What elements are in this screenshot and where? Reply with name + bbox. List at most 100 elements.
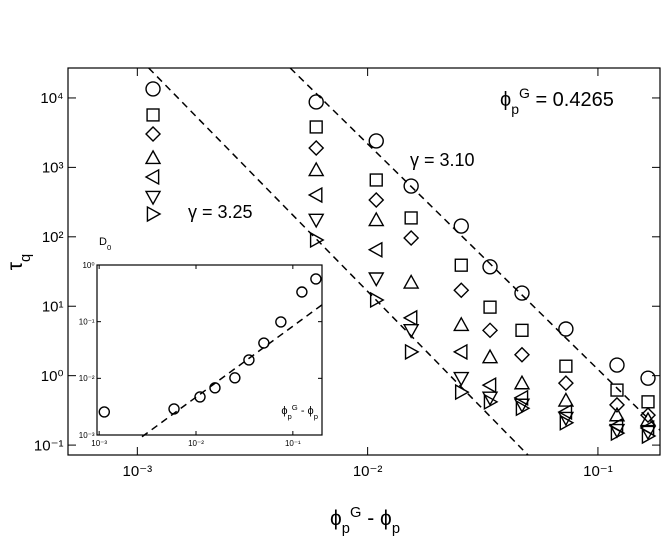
marker: [308, 140, 325, 157]
x-axis-label-part: ϕ: [281, 405, 287, 417]
annotation-part: ϕ: [500, 89, 511, 111]
marker: [243, 354, 255, 366]
marker: [640, 370, 656, 386]
marker: [483, 300, 497, 314]
marker: [559, 414, 575, 431]
marker: [482, 259, 498, 275]
y-axis-label-part: D: [99, 236, 107, 248]
y-axis-label-part: 0: [107, 243, 111, 252]
marker: [452, 343, 468, 361]
y-axis-label: D0: [99, 236, 111, 252]
x-axis-label-part: p: [288, 412, 292, 421]
marker: [402, 309, 418, 327]
y-tick-label: 10⁰: [82, 261, 94, 270]
marker: [641, 427, 657, 445]
x-tick-label: 10⁻¹: [583, 463, 613, 480]
marker: [404, 211, 418, 225]
marker: [209, 382, 221, 394]
marker: [368, 192, 385, 208]
x-axis-label-part: p: [342, 521, 350, 537]
marker: [639, 425, 657, 441]
marker: [368, 133, 384, 149]
marker: [453, 371, 470, 387]
marker: [641, 395, 655, 409]
x-axis-label-part: G: [292, 403, 298, 412]
marker: [403, 230, 420, 247]
annotation: γ = 3.10: [410, 150, 475, 170]
annotation: ϕpG = 0.4265: [500, 85, 614, 117]
marker: [557, 375, 574, 392]
marker: [608, 406, 626, 422]
marker: [515, 323, 529, 337]
marker: [609, 357, 625, 373]
marker: [369, 291, 385, 309]
marker: [639, 411, 657, 427]
marker: [481, 348, 499, 364]
x-axis-label-part: p: [314, 412, 318, 421]
annotation-part: γ = 3.10: [410, 150, 475, 170]
x-tick-label: 10⁻²: [188, 439, 204, 448]
marker: [483, 393, 499, 411]
marker: [308, 94, 324, 110]
y-tick-label: 10²: [42, 229, 64, 246]
marker: [559, 359, 573, 373]
marker: [557, 411, 575, 427]
marker: [515, 400, 531, 417]
marker: [309, 120, 323, 134]
fit-line: [141, 304, 323, 438]
marker: [453, 218, 469, 234]
annotation-part: = 0.4265: [530, 89, 614, 111]
marker: [308, 213, 325, 229]
y-tick-label: 10⁻²: [79, 374, 95, 383]
marker: [482, 322, 499, 339]
fit-line: [148, 67, 529, 456]
marker: [513, 374, 531, 390]
marker: [144, 190, 162, 206]
marker: [369, 173, 383, 187]
x-axis-label-part: ϕ: [330, 507, 342, 530]
marker: [146, 205, 162, 223]
marker: [308, 161, 325, 177]
marker: [610, 383, 624, 397]
marker: [558, 321, 574, 337]
y-tick-label: 10⁰: [41, 368, 64, 385]
plot-frame: [96, 264, 323, 436]
y-tick-label: 10⁴: [40, 90, 63, 107]
x-tick-label: 10⁻³: [123, 463, 153, 480]
marker: [296, 286, 308, 298]
y-axis-label-part: τ: [4, 261, 27, 270]
marker: [609, 396, 625, 413]
x-axis-label: ϕpG - ϕp: [330, 505, 400, 537]
marker: [145, 81, 161, 97]
marker: [513, 346, 530, 363]
y-axis-label: τq: [4, 254, 34, 270]
marker: [402, 274, 420, 289]
annotation: γ = 3.25: [188, 202, 253, 222]
marker: [310, 273, 322, 285]
marker: [258, 337, 270, 349]
y-tick-label: 10¹: [42, 298, 64, 315]
marker: [144, 168, 160, 186]
plot-frame: [67, 67, 661, 456]
marker: [481, 391, 499, 407]
y-tick-label: 10⁻¹: [34, 437, 64, 454]
marker: [145, 125, 162, 142]
marker: [513, 389, 529, 406]
x-tick-label: 10⁻¹: [285, 439, 301, 448]
marker: [194, 391, 206, 403]
x-tick-label: 10⁻²: [353, 463, 383, 480]
marker: [168, 403, 180, 415]
marker: [403, 178, 419, 194]
marker: [404, 343, 420, 361]
marker: [454, 258, 468, 272]
marker: [640, 407, 657, 424]
marker: [368, 211, 385, 227]
marker: [610, 424, 626, 442]
annotation-part: p: [511, 101, 519, 117]
annotation-part: G: [519, 85, 530, 101]
marker: [98, 406, 110, 418]
marker: [307, 186, 323, 204]
marker: [454, 383, 470, 401]
annotation-part: γ = 3.25: [188, 202, 253, 222]
